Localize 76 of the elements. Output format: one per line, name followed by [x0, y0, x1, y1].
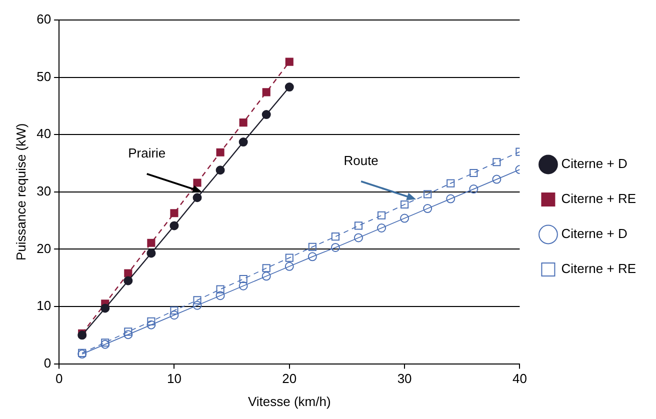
point — [216, 166, 225, 175]
x-tick-label: 30 — [397, 371, 412, 386]
point — [284, 262, 294, 271]
legend-label: Citerne + RE — [561, 261, 636, 276]
point — [492, 158, 501, 166]
point — [146, 248, 156, 258]
point — [124, 328, 132, 336]
point — [446, 179, 455, 188]
point — [170, 306, 178, 315]
point — [238, 138, 248, 147]
point — [446, 194, 456, 204]
y-tick-label: 0 — [44, 355, 52, 370]
y-tick-label: 50 — [36, 68, 52, 84]
y-tick-label: 10 — [36, 298, 52, 314]
point — [470, 168, 478, 178]
point — [124, 330, 133, 340]
point — [400, 214, 410, 223]
point — [124, 276, 133, 286]
point — [284, 82, 294, 92]
x-axis-title: Vitesse (km/h) — [248, 394, 331, 409]
point — [78, 330, 87, 340]
point — [330, 242, 340, 252]
point — [147, 317, 156, 326]
point — [78, 350, 87, 359]
point — [239, 274, 248, 284]
point — [216, 291, 225, 300]
legend-label: Citerne + D — [561, 156, 628, 172]
point — [262, 264, 270, 272]
point — [262, 272, 271, 281]
legend-label: Citerne + RE — [561, 191, 636, 206]
point — [400, 200, 409, 209]
point — [469, 184, 478, 194]
point — [377, 224, 386, 232]
y-tick-label: 60 — [36, 12, 52, 27]
y-tick-label: 40 — [36, 126, 52, 142]
point — [285, 58, 294, 66]
point — [216, 148, 224, 156]
point — [147, 238, 156, 247]
point — [238, 281, 248, 290]
point — [100, 304, 110, 313]
point — [377, 211, 386, 220]
point — [262, 110, 271, 120]
point — [331, 232, 340, 241]
point — [308, 252, 317, 262]
annotation: Prairie — [128, 145, 166, 160]
point — [100, 340, 110, 349]
y-axis-title: Puissance requise (kW) — [13, 123, 28, 261]
y-tick-label: 30 — [36, 183, 52, 198]
point — [262, 88, 270, 96]
point — [170, 209, 178, 218]
point — [354, 233, 363, 242]
annotation: Route — [344, 152, 378, 168]
point — [124, 269, 132, 278]
point — [192, 193, 202, 202]
y-tick-label: 20 — [36, 240, 52, 256]
legend-label: Citerne + D — [561, 226, 628, 242]
point — [423, 204, 432, 214]
point — [354, 222, 363, 230]
point — [193, 296, 202, 304]
point — [216, 285, 224, 294]
point — [78, 348, 86, 357]
x-tick-label: 40 — [512, 371, 527, 386]
point — [308, 242, 316, 251]
point — [170, 221, 179, 230]
point — [101, 338, 110, 347]
x-tick-label: 0 — [55, 371, 63, 386]
x-tick-label: 20 — [282, 371, 297, 386]
point — [170, 310, 179, 320]
point — [192, 300, 202, 310]
point — [146, 320, 156, 330]
x-tick-label: 10 — [166, 371, 182, 386]
point — [492, 174, 502, 184]
point — [193, 178, 202, 187]
point — [424, 190, 432, 198]
point — [239, 118, 248, 127]
point — [285, 254, 294, 262]
